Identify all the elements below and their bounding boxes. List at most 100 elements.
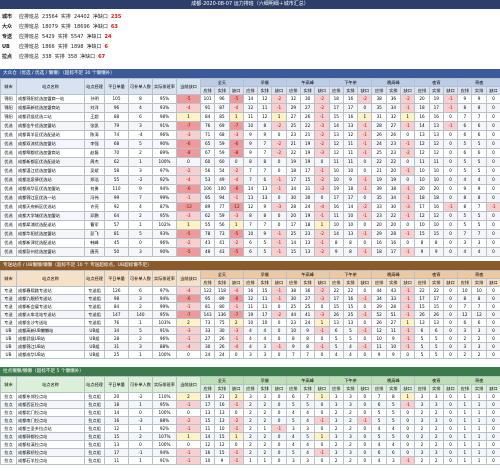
table-cell: 27 xyxy=(299,103,316,113)
column-header: 城市 xyxy=(0,270,17,287)
summary-value: 24 xyxy=(104,34,112,40)
table-cell: -1 xyxy=(176,400,201,409)
data-row: 专送 成都新会展专送站 专送组 84 2 99% -1 81 80 -1 11 11 0 25 25 0 15 1… xyxy=(0,302,500,311)
table-cell: 14 xyxy=(328,229,344,239)
table-cell: 11 xyxy=(328,157,344,167)
table-cell: -12 xyxy=(176,202,201,212)
table-cell: 136 xyxy=(214,310,230,319)
table-cell: 20 xyxy=(414,94,430,104)
table-cell: 74 xyxy=(104,130,129,140)
table-cell: -1 xyxy=(400,247,416,257)
table-cell: 29 xyxy=(285,103,302,113)
table-cell: 1 xyxy=(128,424,153,433)
table-cell: 0 xyxy=(357,318,373,327)
data-row: 拉点 成都石羊拉点站 拉点组 11 1 91% -1 10 9 -1 1 1 0 3 3 0 2 2 0 4 3 -1 2 2… xyxy=(0,456,500,465)
table-cell: -1 xyxy=(400,326,416,335)
table-cell: 1 xyxy=(400,318,416,327)
table-cell: 2 xyxy=(128,148,153,158)
data-row: 优选 成都金牛优选加盟站 张凯 79 3 91% -7 76 69 -7 10 8 -2 25 22 -3 14… xyxy=(0,121,500,131)
table-cell: 24 xyxy=(371,139,387,149)
table-cell: 锦阳 xyxy=(0,103,17,113)
table-cell: 8 xyxy=(257,121,273,131)
table-cell: 4 xyxy=(128,202,153,212)
sub-header: 实排 xyxy=(342,384,359,393)
table-cell: 10 xyxy=(471,286,487,295)
table-cell: -8 xyxy=(176,148,201,158)
table-cell: 0 xyxy=(271,448,287,457)
table-cell: 18 xyxy=(328,94,344,104)
table-cell: 2 xyxy=(414,424,430,433)
header-row: 应排 实排 缺口 应排 实排 缺口 应排 实排 缺口 应排 实排 缺口 应排 实排 缺口 应排 实排 缺口 应排 实排… xyxy=(1,384,500,393)
table-cell: -1 xyxy=(271,229,287,239)
table-cell: 22 xyxy=(299,121,316,131)
table-cell: 专送组 xyxy=(84,286,105,295)
table-cell: 17 xyxy=(285,220,302,230)
table-cell: 5 xyxy=(257,238,273,248)
table-cell: 11 xyxy=(342,148,359,158)
table-cell: -1 xyxy=(228,448,244,457)
table-cell: 4 xyxy=(285,432,302,441)
column-header: 城市 xyxy=(0,78,17,95)
table-cell: 0 xyxy=(485,326,500,335)
data-table: 城市 站点名称 站点经理 平日单量 可补单人数 实际排班率 当前缺口 全天 早餐 午高峰 下午茶 晚高… xyxy=(0,78,500,257)
table-cell: 0 xyxy=(485,286,500,295)
table-cell: -7 xyxy=(176,310,201,319)
table-cell: 16 xyxy=(199,448,216,457)
table-cell: 3 xyxy=(285,456,302,465)
table-cell: -4 xyxy=(228,286,244,295)
table-cell: 优选 xyxy=(0,130,17,140)
table-cell: 12 xyxy=(328,139,344,149)
table-cell: 拉点组 xyxy=(84,448,105,457)
table-cell: 19 xyxy=(299,148,316,158)
table-cell: 0 xyxy=(357,392,373,401)
sub-header: 缺口 xyxy=(228,384,244,393)
table-cell: 1 xyxy=(128,456,153,465)
table-cell: 6 xyxy=(242,247,259,257)
table-cell: 16 xyxy=(242,286,259,295)
table-cell: 3 xyxy=(257,350,273,359)
table-cell: 13 xyxy=(257,184,273,194)
sub-header: 应排 xyxy=(414,278,430,287)
table-cell: -5 xyxy=(176,229,201,239)
table-cell: 7 xyxy=(257,220,273,230)
table-cell: 4 xyxy=(457,247,473,257)
table-cell: 0 xyxy=(485,184,500,194)
data-row: UB 成都锦江UB站 UB组 31 3 88% -4 30 26 -4 4 3 -1 9 8 -1 5 4 -1 11… xyxy=(0,342,500,351)
table-cell: 9 xyxy=(214,456,230,465)
table-cell: -1 xyxy=(176,193,201,203)
table-cell: 36 xyxy=(299,286,316,295)
table-cell: 周杰 xyxy=(84,157,105,167)
table-cell: 1 xyxy=(228,220,244,230)
sub-header: 应排 xyxy=(199,384,216,393)
table-cell: 69 xyxy=(214,121,230,131)
data-row: 优选 成都龙泉驿优选站 郑浩 55 -2 92% -4 53 49 -4 7 6 -1 17 15 -2 10 9… xyxy=(0,175,500,185)
slot-header: 晚高峰 xyxy=(371,78,416,87)
table-cell: -1 xyxy=(442,121,459,131)
table-cell: 2 xyxy=(428,440,444,449)
table-cell: 3 xyxy=(342,432,359,441)
table-cell: 1 xyxy=(400,392,416,401)
table-cell: 2 xyxy=(414,456,430,465)
table-cell: 0 xyxy=(442,112,459,122)
table-cell: 1 xyxy=(128,318,153,327)
table-cell: 0 xyxy=(485,456,500,465)
table-cell: 1 xyxy=(471,416,487,425)
table-cell: 0 xyxy=(271,157,287,167)
table-cell: -1 xyxy=(228,424,244,433)
table-cell: 0 xyxy=(485,302,500,311)
table-cell: 3 xyxy=(328,416,344,425)
table-cell: 0 xyxy=(485,166,500,176)
table-cell: -3 xyxy=(176,130,201,140)
table-cell: 3 xyxy=(342,392,359,401)
table-cell: UB组 xyxy=(84,350,105,359)
table-cell: 唐亮 xyxy=(84,247,105,257)
table-cell: 成都成华区优选加盟站 xyxy=(16,184,85,194)
table-cell: 95 xyxy=(199,294,216,303)
table-cell: -8 xyxy=(228,148,244,158)
table-cell: 87 xyxy=(214,103,230,113)
slot-header: 全天 xyxy=(200,270,244,279)
table-cell: 41 xyxy=(214,238,230,248)
table-cell: 0 xyxy=(357,238,373,248)
table-cell: 0 xyxy=(442,175,459,185)
